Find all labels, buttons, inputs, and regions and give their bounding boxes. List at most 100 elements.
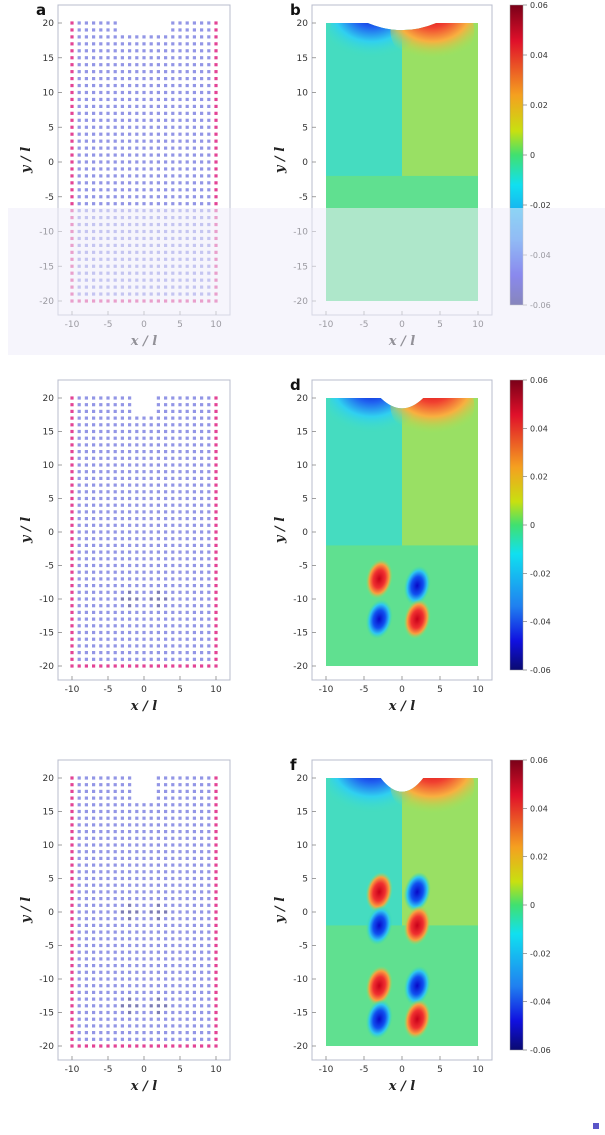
lattice-site [156, 1017, 160, 1021]
lattice-site [192, 70, 196, 74]
lattice-site [207, 543, 211, 547]
lattice-site [128, 510, 132, 514]
lattice-site [128, 63, 132, 67]
lattice-site [99, 843, 103, 847]
lattice-site [164, 970, 168, 974]
lattice-site [156, 118, 160, 122]
lattice-site [164, 977, 168, 981]
lattice-site [113, 876, 117, 881]
lattice-site [106, 21, 110, 25]
lattice-site [120, 984, 124, 988]
lattice-site [128, 470, 132, 474]
lattice-site [70, 563, 74, 568]
lattice-site [135, 651, 139, 655]
lattice-site [106, 510, 110, 514]
lattice-site [120, 510, 124, 514]
lattice-site [92, 543, 96, 547]
lattice-site [135, 35, 139, 39]
lattice-site [113, 517, 117, 521]
lattice-site [99, 63, 103, 67]
lattice-site [128, 429, 132, 434]
lattice-site [214, 77, 218, 81]
lattice-site [77, 783, 81, 787]
lattice-defect [128, 917, 132, 921]
lattice-site [84, 125, 88, 129]
y-tick-label: -10 [293, 975, 308, 985]
lattice-site [164, 510, 168, 514]
lattice-site [178, 856, 182, 860]
lattice-site [128, 167, 132, 171]
lattice-site [84, 610, 88, 614]
lattice-site [185, 577, 189, 581]
lattice-site [92, 202, 96, 206]
lattice-site [149, 1044, 153, 1048]
lattice-site [156, 153, 160, 157]
lattice-site [178, 517, 182, 521]
lattice-site [99, 943, 103, 948]
lattice-site [171, 125, 175, 129]
lattice-site [207, 429, 211, 434]
lattice-site [214, 195, 218, 199]
lattice-site [70, 463, 74, 467]
lattice-site [200, 463, 204, 467]
lattice-site [214, 651, 218, 655]
lattice-site [149, 584, 153, 588]
y-tick-label: 20 [43, 774, 55, 784]
lattice-site [142, 850, 146, 854]
lattice-site [142, 984, 146, 988]
lattice-site [84, 70, 88, 74]
x-axis-label: x / l [388, 1079, 416, 1094]
lattice-site [84, 476, 88, 480]
lattice-site [185, 174, 189, 178]
colorbar-tick-label: 0.06 [530, 1, 548, 10]
lattice-site [207, 463, 211, 467]
negative-source [365, 999, 393, 1039]
lattice-site [120, 816, 124, 820]
lattice-site [106, 537, 110, 541]
lattice-site [156, 160, 160, 164]
lattice-site [113, 21, 117, 25]
lattice-site [92, 637, 96, 641]
lattice-site [142, 903, 146, 907]
lattice-site [185, 118, 189, 122]
lattice-site [142, 863, 146, 867]
lattice-site [113, 510, 117, 514]
lattice-site [92, 429, 96, 434]
lattice-site [84, 1037, 88, 1041]
lattice-site [135, 63, 139, 67]
lattice-site [135, 577, 139, 581]
lattice-site [70, 964, 74, 968]
lattice-site [149, 883, 153, 887]
lattice-site [192, 943, 196, 948]
lattice-site [142, 63, 146, 67]
lattice-site [200, 510, 204, 514]
lattice-site [185, 496, 189, 501]
lattice-site [77, 796, 81, 800]
lattice-site [99, 876, 103, 881]
lattice-site [128, 523, 132, 527]
lattice-site [185, 809, 189, 814]
lattice-site [214, 202, 218, 206]
lattice-site [207, 28, 211, 32]
lattice-site [171, 202, 175, 206]
lattice-site [214, 850, 218, 854]
lattice-site [84, 21, 88, 25]
y-tick-label: 10 [43, 89, 55, 99]
lattice-site [214, 823, 218, 827]
lattice-defect [156, 903, 160, 907]
lattice-site [135, 630, 139, 635]
lattice-site [200, 153, 204, 157]
lattice-site [106, 997, 110, 1001]
lattice-site [106, 570, 110, 574]
lattice-site [70, 56, 74, 60]
lattice-site [113, 584, 117, 588]
lattice-site [149, 537, 153, 541]
lattice-site [92, 816, 96, 820]
lattice-site [192, 789, 196, 793]
lattice-site [135, 809, 139, 814]
lattice-site [200, 823, 204, 827]
lattice-site [113, 957, 117, 961]
lattice-site [77, 543, 81, 547]
lattice-site [142, 70, 146, 74]
lattice-site [77, 530, 81, 534]
